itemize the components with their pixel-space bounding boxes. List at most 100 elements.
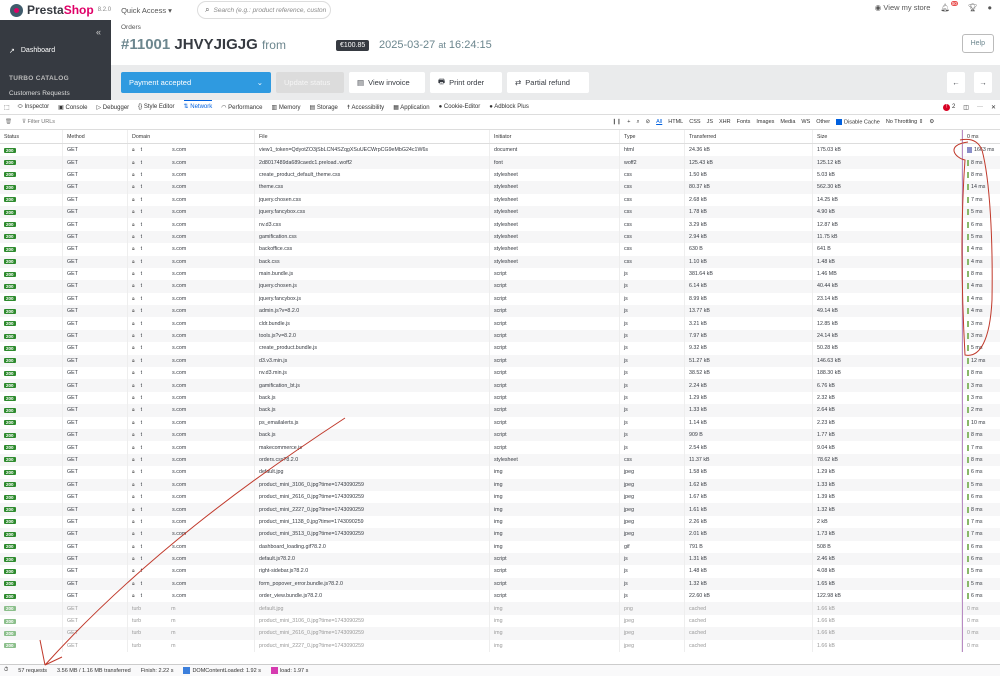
dock-icon[interactable]: ◫ xyxy=(963,104,969,111)
column-header-initiator[interactable]: Initiator xyxy=(490,130,620,143)
column-header-status[interactable]: Status xyxy=(0,130,63,143)
table-row[interactable]: 200 GET 🔒︎ t s.com admin.js?v=8.2.0 script js 13… xyxy=(0,305,1000,318)
table-row[interactable]: 200 GET 🔒︎ t s.com product_mini_2616_0.jpg?ti… xyxy=(0,490,1000,504)
close-icon[interactable]: ✕ xyxy=(990,104,996,111)
tab-storage[interactable]: ▤ Storage xyxy=(310,104,338,111)
sidebar-item-customers-requests[interactable]: Customers Requests xyxy=(9,90,70,97)
throttling-select[interactable]: No Throttling ⇕ xyxy=(885,119,924,125)
column-header-file[interactable]: File xyxy=(255,130,490,143)
filter-html[interactable]: HTML xyxy=(668,119,684,125)
view-invoice-button[interactable]: ▤ View invoice xyxy=(349,72,425,93)
table-row[interactable]: 200 GET 🔒︎ t s.com back.js script js 909 B 1.77 k… xyxy=(0,428,1000,442)
tab-adblock-plus[interactable]: ● Adblock Plus xyxy=(489,104,529,110)
table-row[interactable]: 200 GET 🔒︎ t s.com gamification.css stylesheet… xyxy=(0,230,1000,244)
trash-icon[interactable]: 🗑︎ xyxy=(5,119,12,125)
notifications-button[interactable]: 🔔︎ 50 xyxy=(940,1,958,12)
table-row[interactable]: 200 GET 🔒︎ t s.com jquery.fancybox.css stylesh… xyxy=(0,205,1000,219)
table-row[interactable]: 200 GET 🔒︎ t s.com jquery.chosen.js script js 6.… xyxy=(0,280,1000,293)
search-icon[interactable]: ⌕ xyxy=(636,118,640,125)
table-row[interactable]: 200 GET 🔒︎ t s.com create_product_default_the… xyxy=(0,168,1000,182)
table-row[interactable]: 200 GET 🔒︎ t s.com default.js?8.2.0 script js 1.… xyxy=(0,552,1000,566)
table-row[interactable]: 200 GET turb m product_mini_3106_0.jpg?time=… xyxy=(0,614,1000,628)
filter-other[interactable]: Other xyxy=(816,119,831,125)
filter-xhr[interactable]: XHR xyxy=(718,119,731,125)
error-count[interactable]: ! 2 xyxy=(943,103,955,111)
breadcrumb[interactable]: Orders xyxy=(121,24,141,31)
table-row[interactable]: 200 GET 🔒︎ t s.com form_popover_error.bundle.… xyxy=(0,577,1000,591)
table-row[interactable]: 200 GET 🔒︎ t s.com view1_token=QdyotZO3jSbLCN… xyxy=(0,144,1000,157)
tab-console[interactable]: ▣ Console xyxy=(58,104,87,111)
table-row[interactable]: 200 GET 🔒︎ t s.com default.jpg img jpeg 1.58 kB 1… xyxy=(0,466,1000,479)
disable-cache-checkbox[interactable]: Disable Cache xyxy=(836,118,880,125)
filter-ws[interactable]: WS xyxy=(801,119,811,125)
table-row[interactable]: 200 GET 🔒︎ t s.com makecommerce.js script js 2.5… xyxy=(0,441,1000,454)
filter-images[interactable]: Images xyxy=(756,119,775,125)
table-row[interactable]: 200 GET 🔒︎ t s.com 2d8017489da689caedc1.prelo… xyxy=(0,156,1000,169)
table-row[interactable]: 200 GET 🔒︎ t s.com jquery.fancybox.js script js… xyxy=(0,292,1000,306)
block-icon[interactable]: ⊘ xyxy=(645,119,651,125)
tab-application[interactable]: ▦ Application xyxy=(393,104,429,111)
table-row[interactable]: 200 GET 🔒︎ t s.com back.css stylesheet css 1.10 … xyxy=(0,255,1000,268)
table-row[interactable]: 200 GET 🔒︎ t s.com cldr.bundle.js script js 3.21… xyxy=(0,317,1000,330)
pause-icon[interactable]: ❙❙ xyxy=(612,119,622,125)
table-row[interactable]: 200 GET 🔒︎ t s.com product_mini_1138_0.jpg?ti… xyxy=(0,515,1000,529)
table-row[interactable]: 200 GET 🔒︎ t s.com back.js script js 1.29 kB 2.32… xyxy=(0,391,1000,405)
table-row[interactable]: 200 GET 🔒︎ t s.com d3.v3.min.js script js 51.27 … xyxy=(0,354,1000,368)
column-header-type[interactable]: Type xyxy=(620,130,685,143)
tab-debugger[interactable]: ▷ Debugger xyxy=(97,104,130,111)
filter-media[interactable]: Media xyxy=(780,119,796,125)
view-store-link[interactable]: ◉ View my store xyxy=(875,3,931,12)
more-icon[interactable]: ··· xyxy=(976,104,983,110)
table-row[interactable]: 200 GET 🔒︎ t s.com nv.d3.css stylesheet css 3.29… xyxy=(0,218,1000,231)
filter-js[interactable]: JS xyxy=(706,119,713,125)
table-row[interactable]: 200 GET 🔒︎ t s.com orders.css?8.2.0 stylesheet… xyxy=(0,453,1000,467)
column-header-size[interactable]: Size xyxy=(813,130,962,143)
next-order-button[interactable]: → xyxy=(974,72,992,93)
table-row[interactable]: 200 GET 🔒︎ t s.com order_view.bundle.js?8.2.0… xyxy=(0,590,1000,603)
column-header-transferred[interactable]: Transferred xyxy=(685,130,813,143)
tab-network[interactable]: ⇅ Network xyxy=(183,99,213,115)
tab-memory[interactable]: ▥ Memory xyxy=(272,104,301,111)
column-header-domain[interactable]: Domain xyxy=(128,130,255,143)
table-row[interactable]: 200 GET turb m product_mini_2227_0.jpg?time=… xyxy=(0,639,1000,653)
logo[interactable]: PrestaShop 8.2.0 xyxy=(0,3,111,17)
filter-all[interactable]: All xyxy=(656,119,663,125)
print-order-button[interactable]: 🖶︎ Print order xyxy=(430,72,502,93)
table-row[interactable]: 200 GET 🔒︎ t s.com nv.d3.min.js script js 38.52 … xyxy=(0,367,1000,380)
trophy-icon[interactable]: 🏆︎ xyxy=(967,3,978,12)
search-input[interactable]: ⌕ Search (e.g.: product reference, custon xyxy=(197,1,332,19)
partial-refund-button[interactable]: ⇄ Partial refund xyxy=(507,72,589,93)
table-row[interactable]: 200 GET 🔒︎ t s.com product_mini_3513_0.jpg?ti… xyxy=(0,528,1000,541)
user-icon[interactable]: ● xyxy=(987,3,992,12)
filter-fonts[interactable]: Fonts xyxy=(736,119,751,125)
quick-access-dropdown[interactable]: Quick Access ▾ xyxy=(121,5,172,15)
table-row[interactable]: 200 GET 🔒︎ t s.com ps_emailalerts.js script js 1… xyxy=(0,416,1000,429)
update-status-button[interactable]: Update status xyxy=(276,72,344,93)
table-row[interactable]: 200 GET turb m default.jpg img png cached 1.66 k… xyxy=(0,602,1000,615)
table-row[interactable]: 200 GET 🔒︎ t s.com dashboard_loading.gif?8.2.… xyxy=(0,540,1000,553)
collapse-sidebar-icon[interactable]: « xyxy=(95,27,101,37)
table-row[interactable]: 200 GET 🔒︎ t s.com back.js script js 1.33 kB 2.64… xyxy=(0,404,1000,417)
column-header-0-ms[interactable]: 0 ms xyxy=(962,130,1000,143)
table-row[interactable]: 200 GET 🔒︎ t s.com create_product.bundle.js sc… xyxy=(0,342,1000,355)
table-row[interactable]: 200 GET 🔒︎ t s.com product_mini_2227_0.jpg?ti… xyxy=(0,503,1000,516)
table-row[interactable]: 200 GET 🔒︎ t s.com tools.js?v=8.2.0 script js 7.… xyxy=(0,329,1000,343)
add-icon[interactable]: + xyxy=(627,119,631,125)
table-row[interactable]: 200 GET 🔒︎ t s.com gamification_bt.js script js… xyxy=(0,379,1000,392)
table-row[interactable]: 200 GET 🔒︎ t s.com main.bundle.js script js 381.… xyxy=(0,267,1000,281)
help-button[interactable]: Help xyxy=(961,34,994,53)
tab-performance[interactable]: ◠ Performance xyxy=(221,104,262,111)
table-row[interactable]: 200 GET turb m product_mini_2616_0.jpg?time=… xyxy=(0,627,1000,640)
pick-element-icon[interactable]: ⬚ xyxy=(4,104,10,111)
filter-urls-input[interactable]: ⊽ Filter URLs xyxy=(21,119,56,125)
order-status-select[interactable]: Payment accepted ⌄ xyxy=(121,72,271,93)
table-row[interactable]: 200 GET 🔒︎ t s.com theme.css stylesheet css 80.3… xyxy=(0,181,1000,194)
tab-inspector[interactable]: ⬭ Inspector xyxy=(18,104,49,111)
column-header-method[interactable]: Method xyxy=(63,130,128,143)
tab-cookie-editor[interactable]: ● Cookie-Editor xyxy=(439,104,481,110)
table-row[interactable]: 200 GET 🔒︎ t s.com product_mini_3106_0.jpg?ti… xyxy=(0,478,1000,491)
tab-accessibility[interactable]: ☨ Accessibility xyxy=(347,104,384,111)
tab-style-editor[interactable]: {} Style Editor xyxy=(138,104,174,110)
table-row[interactable]: 200 GET 🔒︎ t s.com jquery.chosen.css styleshee… xyxy=(0,193,1000,206)
settings-gear-icon[interactable]: ⚙ xyxy=(929,119,935,125)
